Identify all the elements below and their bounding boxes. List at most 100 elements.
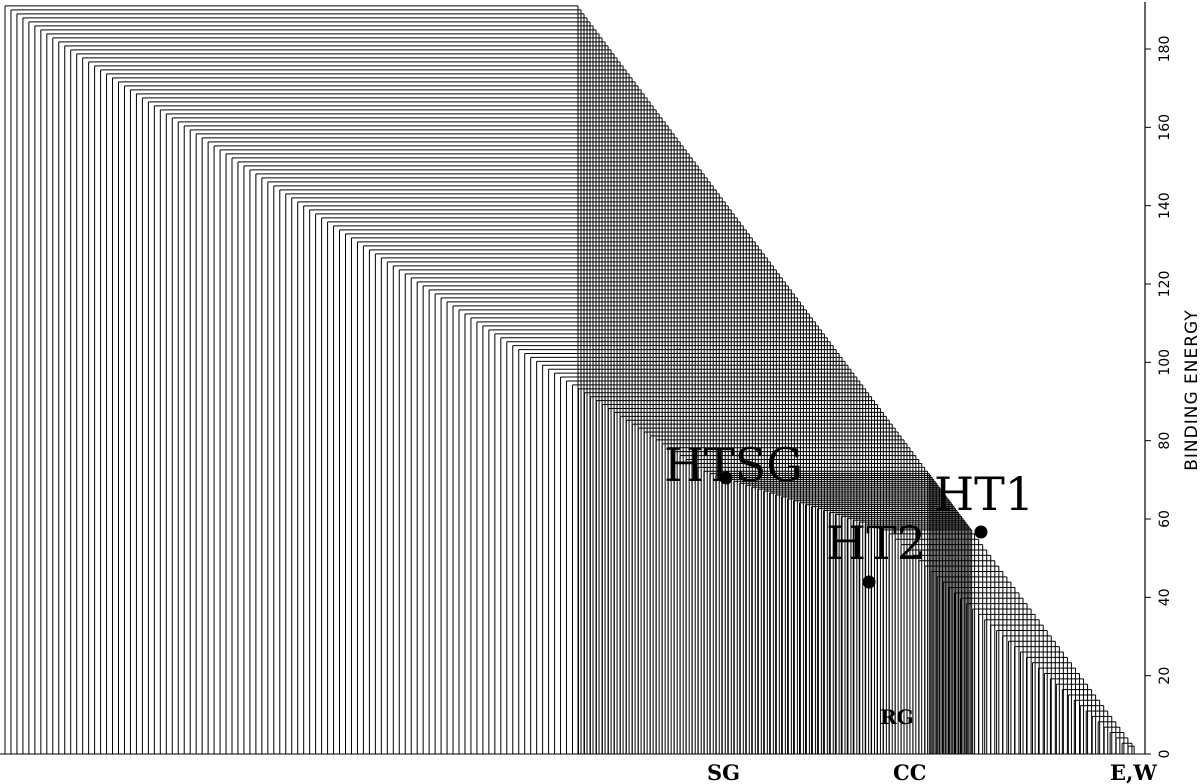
merge-step xyxy=(297,201,304,754)
merge-step xyxy=(135,93,143,754)
merge-step xyxy=(171,117,179,754)
merge-step xyxy=(177,121,185,754)
merge-step xyxy=(530,356,537,754)
merge-step xyxy=(195,133,203,754)
merge-step xyxy=(123,85,131,754)
merge-step xyxy=(554,372,561,754)
merge-step xyxy=(231,157,238,754)
merge-step xyxy=(548,368,555,754)
merge-step xyxy=(327,221,334,754)
merge-step xyxy=(410,277,418,754)
merge-step xyxy=(374,253,382,754)
merge-step xyxy=(40,29,47,754)
merge-step xyxy=(1109,732,1117,754)
merge-step xyxy=(428,289,436,754)
y-tick-label: 60 xyxy=(1157,510,1173,528)
merge-step xyxy=(267,181,274,754)
merge-step xyxy=(159,109,167,754)
merge-step xyxy=(315,213,322,754)
merge-step xyxy=(458,309,465,754)
node-dot-htsg xyxy=(719,471,733,485)
region-label-rg: RG xyxy=(880,705,914,729)
merge-step xyxy=(1127,745,1135,754)
merge-step xyxy=(4,5,11,754)
merge-step xyxy=(201,137,209,754)
merge-step xyxy=(990,624,997,754)
merge-step xyxy=(488,329,495,754)
y-tick-label: 100 xyxy=(1157,349,1173,376)
merge-step xyxy=(422,285,430,754)
merge-step xyxy=(249,169,256,754)
merge-step xyxy=(404,273,412,754)
merge-step xyxy=(350,237,358,754)
merge-step xyxy=(225,153,232,754)
merge-step xyxy=(141,97,149,754)
y-axis: 0 20 40 60 80 100 120 140 160 180 xyxy=(1144,2,1173,758)
merge-step xyxy=(524,352,531,754)
merge-step xyxy=(261,177,268,754)
merge-step xyxy=(560,376,567,754)
y-tick-label: 120 xyxy=(1157,271,1173,298)
merge-step xyxy=(518,349,525,754)
merge-step xyxy=(106,73,113,754)
merge-step xyxy=(984,619,991,754)
merge-step xyxy=(452,305,459,754)
merge-step xyxy=(129,89,137,754)
merge-step xyxy=(572,384,579,754)
merge-step xyxy=(285,193,292,754)
merge-step xyxy=(273,185,280,754)
merge-step xyxy=(28,21,35,754)
merge-step xyxy=(153,105,161,754)
y-tick-label: 80 xyxy=(1157,432,1173,450)
merge-step xyxy=(76,53,83,754)
merge-step xyxy=(416,281,424,754)
y-tick-label: 20 xyxy=(1157,667,1173,685)
merge-step xyxy=(434,293,442,754)
region-label-sg: SG xyxy=(707,760,740,784)
merge-step xyxy=(1002,635,1009,754)
merge-step xyxy=(339,229,346,754)
merge-step xyxy=(536,360,543,754)
node-label-ht2: HT2 xyxy=(826,516,926,570)
merge-step xyxy=(243,165,250,754)
y-tick-label: 140 xyxy=(1157,192,1173,219)
node-dot-ht2 xyxy=(862,575,876,589)
merge-step xyxy=(303,205,310,754)
merge-step xyxy=(309,209,316,754)
merge-step xyxy=(147,101,155,754)
merge-step xyxy=(566,380,573,754)
merge-step xyxy=(82,57,89,754)
merge-step xyxy=(10,9,17,754)
merge-step xyxy=(52,37,59,754)
merge-step xyxy=(506,341,513,754)
merge-step xyxy=(470,317,477,754)
merge-step xyxy=(213,145,221,754)
merge-step xyxy=(189,129,197,754)
y-tick-label: 40 xyxy=(1157,588,1173,606)
merge-step xyxy=(1103,726,1111,754)
merge-step xyxy=(345,233,352,754)
region-label-cc: CC xyxy=(893,760,926,784)
merge-step xyxy=(972,608,979,754)
merge-step xyxy=(494,333,501,754)
merge-step xyxy=(386,261,394,754)
merge-step xyxy=(392,265,400,754)
y-tick-label: 160 xyxy=(1157,114,1173,141)
merge-step xyxy=(362,245,370,754)
merge-step xyxy=(446,301,454,754)
merge-step xyxy=(476,321,483,754)
merge-step xyxy=(398,269,406,754)
merge-step xyxy=(58,41,65,754)
merge-step xyxy=(207,141,215,754)
dendrogram-tree xyxy=(0,5,1145,755)
y-tick-label: 180 xyxy=(1157,36,1173,63)
merge-step xyxy=(356,241,364,754)
merge-step xyxy=(996,630,1003,754)
merge-step xyxy=(512,345,519,754)
merge-step xyxy=(482,325,489,754)
merge-step xyxy=(165,113,173,754)
merge-step xyxy=(100,69,107,754)
merge-step xyxy=(500,337,507,754)
merge-step xyxy=(118,81,125,754)
